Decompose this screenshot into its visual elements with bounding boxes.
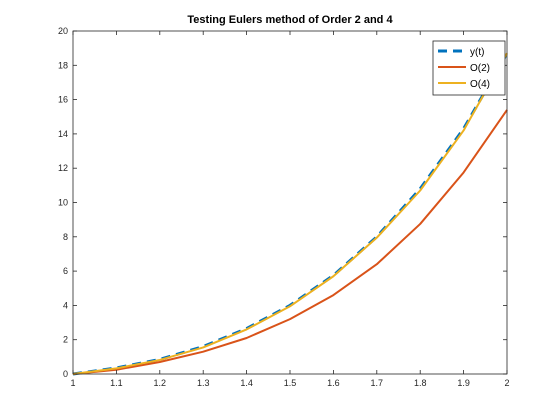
series-line-1 (72, 109, 508, 375)
y-tick-label: 12 (58, 163, 68, 173)
y-tick-label: 6 (63, 266, 68, 276)
x-tick-label: 1.4 (240, 378, 253, 388)
x-tick-label: 1.2 (154, 378, 167, 388)
x-tick-label: 1 (70, 378, 75, 388)
y-tick-label: 4 (63, 300, 68, 310)
legend-label-2: O(4) (470, 79, 490, 90)
x-tick-label: 1.9 (457, 378, 470, 388)
legend-label-0: y(t) (470, 47, 484, 58)
y-tick-label: 20 (58, 26, 68, 36)
legend: y(t) O(2) O(4) (432, 40, 506, 96)
x-tick-label: 1.1 (110, 378, 123, 388)
y-tick-label: 14 (58, 129, 68, 139)
y-tick-label: 0 (63, 369, 68, 379)
x-tick-label: 2 (504, 378, 509, 388)
y-tick-label: 10 (58, 198, 68, 208)
x-tick-label: 1.7 (371, 378, 384, 388)
x-tick-label: 1.6 (327, 378, 340, 388)
y-tick-label: 16 (58, 95, 68, 105)
x-tick-label: 1.8 (414, 378, 427, 388)
axes-layer: 1 1.1 1.2 1.3 1.4 1.5 1.6 1.7 1.8 1.9 202468101214… (58, 26, 510, 388)
series-line-2 (72, 52, 508, 375)
series-layer (72, 52, 509, 376)
legend-label-1: O(2) (470, 63, 490, 74)
y-tick-label: 8 (63, 232, 68, 242)
chart-title: Testing Eulers method of Order 2 and 4 (187, 14, 393, 26)
x-tick-label: 1.3 (197, 378, 210, 388)
y-tick-label: 18 (58, 60, 68, 70)
x-tick-label: 1.5 (284, 378, 297, 388)
y-tick-label: 2 (63, 335, 68, 345)
